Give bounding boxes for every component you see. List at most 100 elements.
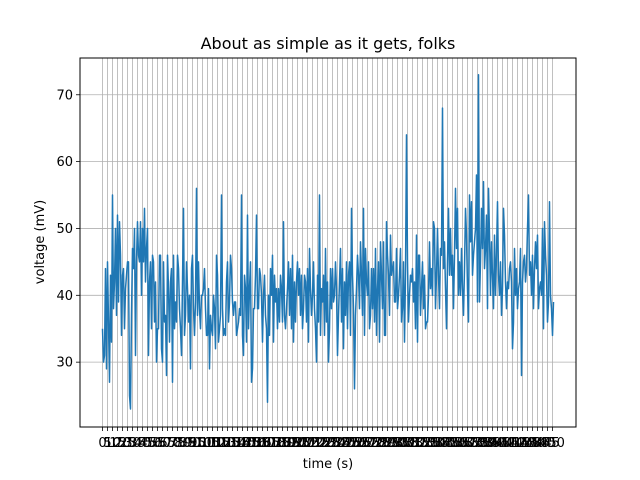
x-tick-label: 205 <box>295 436 320 451</box>
x-tick-label: 320 <box>410 436 435 451</box>
x-tick-label: 240 <box>330 436 355 451</box>
x-tick-label: 15 <box>109 436 126 451</box>
x-tick-label: 75 <box>169 436 186 451</box>
x-tick-label: 285 <box>375 436 400 451</box>
x-tick-label: 220 <box>310 436 335 451</box>
x-tick-label: 245 <box>335 436 360 451</box>
data-line-layer <box>101 73 555 410</box>
x-tick-label: 80 <box>174 436 191 451</box>
x-tick-label: 415 <box>505 436 530 451</box>
x-tick-label: 295 <box>385 436 410 451</box>
x-tick-label: 330 <box>420 436 445 451</box>
x-tick-label: 250 <box>340 436 365 451</box>
x-tick-label: 0 <box>98 436 106 451</box>
y-tick-label: 50 <box>56 222 73 237</box>
x-tick-label: 395 <box>485 436 510 451</box>
x-tick-label: 145 <box>235 436 260 451</box>
plot-frame <box>79 57 577 428</box>
chart-title: About as simple as it gets, folks <box>201 34 456 53</box>
x-tick-label: 100 <box>190 436 215 451</box>
x-tick-label: 60 <box>154 436 171 451</box>
x-tick-label: 160 <box>250 436 275 451</box>
x-tick-label: 405 <box>495 436 520 451</box>
x-tick-label: 370 <box>460 436 485 451</box>
x-tick-label: 65 <box>159 436 176 451</box>
x-tick-label: 350 <box>440 436 465 451</box>
x-tick-label: 340 <box>430 436 455 451</box>
x-tick-label: 30 <box>124 436 141 451</box>
x-axis-ticks: 0510152025303540455055606570758085909510… <box>98 427 565 451</box>
x-tick-label: 425 <box>515 436 540 451</box>
x-tick-label: 195 <box>285 436 310 451</box>
x-tick-label: 385 <box>475 436 500 451</box>
x-tick-label: 130 <box>220 436 245 451</box>
x-tick-label: 5 <box>103 436 111 451</box>
x-tick-label: 85 <box>179 436 196 451</box>
x-tick-label: 400 <box>490 436 515 451</box>
x-tick-label: 275 <box>365 436 390 451</box>
y-tick-label: 40 <box>56 289 73 304</box>
x-tick-label: 110 <box>200 436 225 451</box>
x-tick-label: 180 <box>270 436 295 451</box>
x-tick-label: 270 <box>360 436 385 451</box>
x-tick-label: 135 <box>225 436 250 451</box>
x-tick-label: 305 <box>395 436 420 451</box>
x-tick-label: 165 <box>255 436 280 451</box>
x-tick-label: 10 <box>104 436 121 451</box>
x-tick-label: 265 <box>355 436 380 451</box>
x-tick-label: 125 <box>215 436 240 451</box>
x-tick-label: 300 <box>390 436 415 451</box>
x-tick-label: 325 <box>415 436 440 451</box>
x-tick-label: 215 <box>305 436 330 451</box>
x-tick-label: 155 <box>245 436 270 451</box>
x-tick-label: 115 <box>205 436 230 451</box>
x-tick-label: 355 <box>445 436 470 451</box>
x-tick-label: 380 <box>470 436 495 451</box>
x-tick-label: 95 <box>189 436 206 451</box>
x-tick-label: 90 <box>184 436 201 451</box>
x-tick-label: 70 <box>164 436 181 451</box>
x-tick-label: 410 <box>500 436 525 451</box>
x-tick-label: 20 <box>114 436 131 451</box>
y-axis-label: voltage (mV) <box>33 200 48 284</box>
x-tick-label: 140 <box>230 436 255 451</box>
x-tick-label: 440 <box>530 436 555 451</box>
x-tick-label: 105 <box>195 436 220 451</box>
x-tick-label: 335 <box>425 436 450 451</box>
x-tick-label: 375 <box>465 436 490 451</box>
x-tick-label: 435 <box>525 436 550 451</box>
x-tick-label: 150 <box>240 436 265 451</box>
x-tick-label: 450 <box>540 436 565 451</box>
x-tick-label: 185 <box>275 436 300 451</box>
y-tick-label: 30 <box>56 356 73 371</box>
x-tick-label: 420 <box>510 436 535 451</box>
x-tick-label: 255 <box>345 436 370 451</box>
x-tick-label: 175 <box>265 436 290 451</box>
x-tick-label: 310 <box>400 436 425 451</box>
x-tick-label: 50 <box>144 436 161 451</box>
x-tick-label: 170 <box>260 436 285 451</box>
x-tick-label: 290 <box>380 436 405 451</box>
x-tick-label: 210 <box>300 436 325 451</box>
x-tick-label: 190 <box>280 436 305 451</box>
x-tick-label: 345 <box>435 436 460 451</box>
x-tick-label: 430 <box>520 436 545 451</box>
x-tick-label: 35 <box>129 436 146 451</box>
x-tick-label: 120 <box>210 436 235 451</box>
x-tick-label: 390 <box>480 436 505 451</box>
y-axis-ticks: 30 40 50 60 70 <box>56 88 80 371</box>
x-tick-label: 260 <box>350 436 375 451</box>
x-tick-label: 315 <box>405 436 430 451</box>
y-tick-label: 70 <box>56 88 73 103</box>
x-tick-label: 360 <box>450 436 475 451</box>
x-tick-label: 280 <box>370 436 395 451</box>
x-tick-label: 200 <box>290 436 315 451</box>
x-tick-label: 40 <box>134 436 151 451</box>
x-tick-label: 445 <box>535 436 560 451</box>
x-axis-label: time (s) <box>303 457 353 472</box>
x-tick-label: 45 <box>139 436 156 451</box>
x-tick-label: 25 <box>119 436 136 451</box>
y-tick-label: 60 <box>56 155 73 170</box>
x-tick-label: 230 <box>320 436 345 451</box>
